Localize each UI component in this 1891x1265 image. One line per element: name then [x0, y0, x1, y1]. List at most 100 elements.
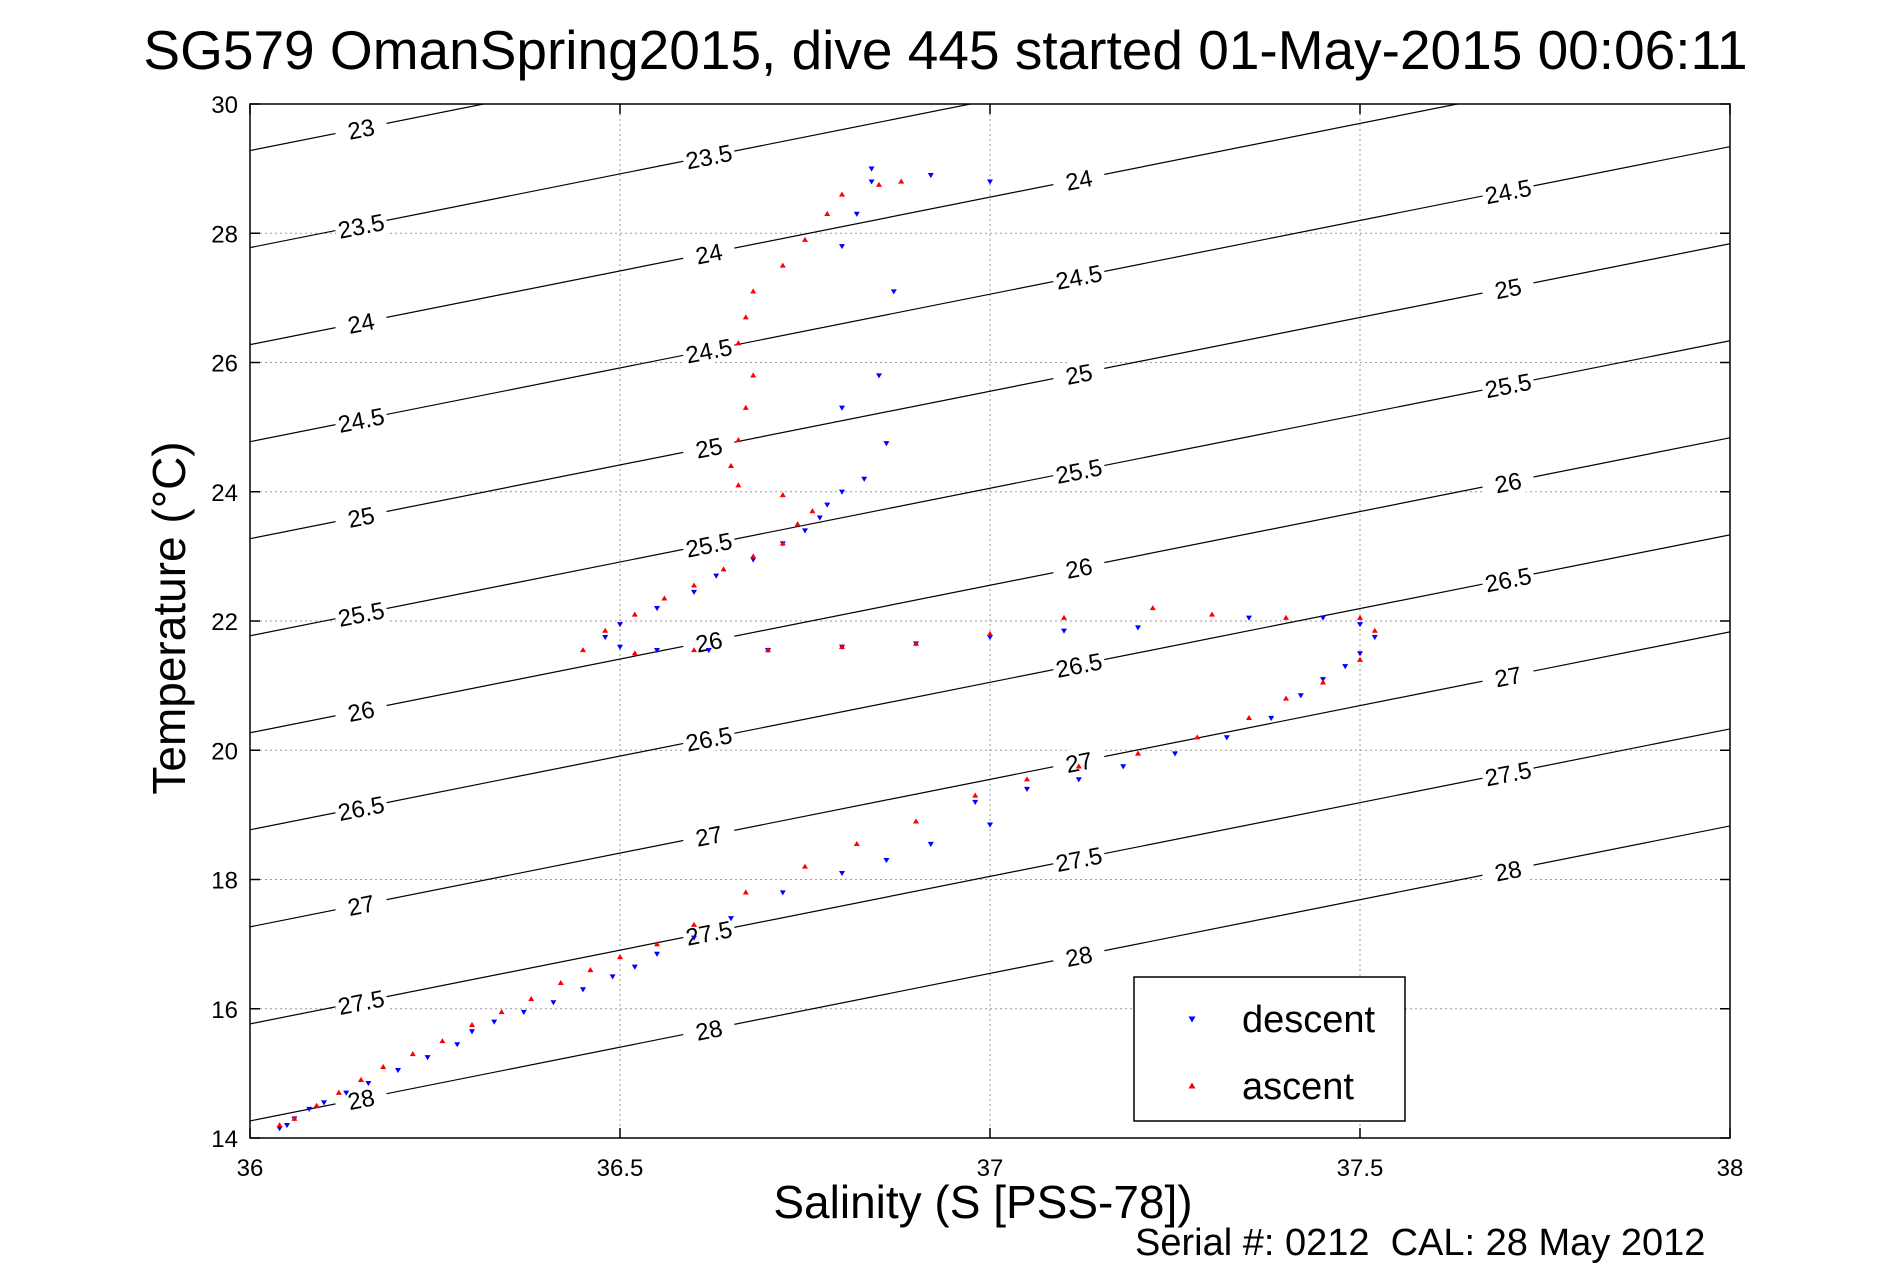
ascent-point — [876, 181, 882, 187]
descent-point — [691, 935, 697, 941]
svg-text:26: 26 — [346, 696, 377, 728]
isopycnal-label: 25.5 — [1479, 367, 1537, 405]
descent-point — [1268, 715, 1275, 721]
descent-point — [868, 166, 875, 172]
ascent-point — [809, 508, 816, 514]
descent-point — [609, 974, 616, 980]
svg-text:25.5: 25.5 — [1483, 369, 1534, 405]
svg-text:24.5: 24.5 — [1054, 260, 1105, 296]
descent-point — [853, 211, 860, 217]
isopycnal-label: 26.5 — [1050, 646, 1107, 684]
descent-point — [617, 622, 623, 628]
descent-point — [802, 528, 808, 534]
x-tick-label: 36 — [237, 1155, 264, 1182]
isopycnal-label: 25 — [680, 429, 737, 466]
descent-point — [580, 987, 586, 993]
ascent-point — [1061, 614, 1067, 620]
legend-box — [1133, 976, 1406, 1122]
ascent-point — [528, 996, 535, 1002]
ascent-point — [839, 191, 845, 197]
descent-point — [654, 951, 660, 957]
descent-point — [839, 244, 845, 250]
isopycnal-label: 28 — [680, 1011, 737, 1048]
legend-ascent-label: ascent — [1242, 1066, 1354, 1108]
y-tick-label: 26 — [211, 351, 238, 378]
svg-text:25: 25 — [346, 502, 377, 534]
isopycnal-label: 28 — [1479, 852, 1537, 889]
ascent-point — [313, 1102, 320, 1108]
ascent-point — [276, 1122, 283, 1128]
svg-text:26.5: 26.5 — [684, 722, 735, 758]
svg-text:26: 26 — [693, 627, 724, 659]
isopycnal-label: 27 — [680, 817, 737, 854]
ascent-point — [691, 921, 697, 927]
legend-descent-marker — [1188, 1016, 1196, 1023]
y-tick-label: 22 — [211, 609, 238, 636]
isopycnal-label: 26.5 — [1479, 561, 1537, 599]
ascent-point — [498, 1008, 505, 1015]
ascent-point — [1283, 614, 1289, 620]
ascent-point — [1283, 695, 1289, 701]
svg-text:26: 26 — [1063, 553, 1094, 585]
ascent-point — [1149, 605, 1156, 611]
svg-text:24: 24 — [693, 239, 724, 271]
svg-text:24.5: 24.5 — [1483, 175, 1534, 211]
descent-point — [868, 179, 875, 185]
isopycnal-label: 24.5 — [1050, 258, 1107, 296]
svg-text:28: 28 — [1063, 941, 1094, 973]
isopycnal-label: 23.5 — [680, 138, 737, 175]
legend-descent-label: descent — [1242, 999, 1376, 1041]
isopycnal-label: 26 — [1050, 549, 1107, 586]
isopycnal-label: 24.5 — [680, 332, 737, 370]
isopycnal-label: 24.5 — [332, 401, 390, 439]
svg-text:27: 27 — [1493, 662, 1524, 694]
y-axis-label: Temperature (°C) — [143, 441, 195, 794]
descent-point — [365, 1080, 372, 1087]
descent-point — [713, 573, 720, 579]
isopycnal-label: 27 — [1479, 658, 1537, 694]
x-tick-label: 36.5 — [597, 1155, 644, 1182]
ascent-point — [802, 236, 808, 242]
ascent-point — [1371, 627, 1378, 633]
svg-text:27: 27 — [693, 821, 724, 853]
descent-point — [750, 557, 757, 563]
ascent-point — [409, 1050, 416, 1057]
isopycnal-label: 27.5 — [332, 983, 390, 1021]
isopycnal-label: 24 — [1050, 161, 1107, 198]
descent-point — [927, 172, 934, 179]
descent-point — [1371, 635, 1378, 641]
isopycnal-label: 25 — [332, 498, 390, 535]
svg-text:25.5: 25.5 — [336, 597, 387, 633]
svg-text:28: 28 — [346, 1084, 377, 1116]
legend: descent ascent — [1133, 976, 1406, 1122]
isopycnal-label: 25.5 — [332, 595, 390, 633]
svg-text:28: 28 — [1493, 856, 1524, 888]
y-tick-label: 28 — [211, 221, 238, 248]
isopycnal-line — [250, 104, 1461, 346]
x-axis-label: Salinity (S [PSS-78]) — [773, 1176, 1192, 1228]
ascent-point — [779, 262, 786, 268]
ascent-point — [557, 979, 564, 985]
descent-point — [1320, 615, 1326, 621]
descent-point — [972, 799, 979, 805]
descent-point — [883, 441, 890, 447]
y-tick-label: 24 — [211, 480, 238, 507]
svg-text:26.5: 26.5 — [1483, 563, 1534, 599]
isopycnal-label: 27 — [1050, 743, 1107, 780]
descent-point — [779, 890, 786, 896]
descent-point — [728, 916, 734, 922]
descent-point — [631, 964, 638, 970]
ascent-point — [654, 941, 660, 947]
descent-point — [1297, 693, 1304, 699]
isopycnal-label: 24 — [680, 235, 737, 272]
svg-text:23: 23 — [346, 114, 377, 146]
isopycnal-label: 28 — [1050, 937, 1107, 974]
descent-point — [343, 1090, 350, 1096]
descent-point — [816, 515, 823, 521]
descent-point — [705, 647, 712, 654]
descent-point — [520, 1009, 527, 1015]
x-tick-label: 37 — [977, 1155, 1004, 1182]
data-points — [276, 166, 1378, 1132]
descent-point — [424, 1055, 431, 1061]
ascent-point — [580, 647, 586, 653]
